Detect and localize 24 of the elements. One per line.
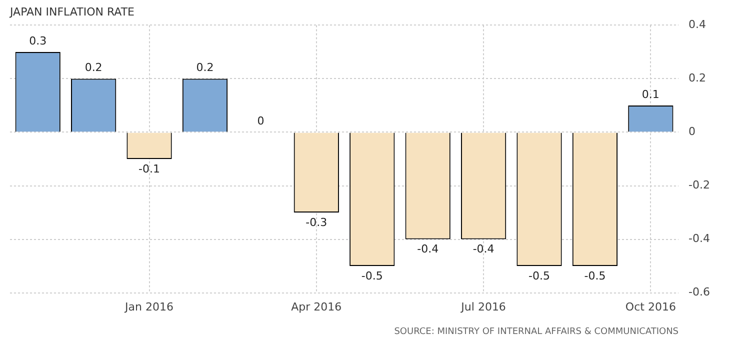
chart-title: JAPAN INFLATION RATE (9, 5, 135, 18)
data-label: -0.5 (584, 269, 606, 282)
data-label: -0.4 (417, 242, 439, 256)
y-tick-label: -0.4 (688, 232, 710, 246)
data-label: -0.1 (138, 162, 160, 176)
data-label: 0.2 (196, 61, 214, 74)
x-tick-label: Oct 2016 (625, 300, 676, 314)
data-label: -0.4 (472, 242, 494, 256)
data-label: -0.5 (361, 269, 383, 282)
data-label: 0.2 (84, 61, 102, 74)
x-tick-label: Apr 2016 (291, 300, 342, 314)
y-tick-label: -0.2 (688, 178, 710, 192)
data-label: 0 (257, 114, 264, 128)
x-tick-label: Jul 2016 (460, 300, 506, 314)
data-label: 0.1 (642, 88, 660, 101)
y-tick-label: 0.2 (688, 72, 706, 85)
source-note: SOURCE: MINISTRY OF INTERNAL AFFAIRS & COMMUNICATIONS (394, 326, 679, 337)
x-tick-label: Jan 2016 (124, 300, 174, 314)
y-tick-label: -0.6 (688, 286, 710, 299)
y-tick-label: 0.4 (688, 18, 706, 32)
data-label: -0.3 (306, 216, 328, 229)
y-tick-label: 0 (688, 125, 696, 138)
data-label: -0.5 (528, 269, 550, 282)
data-label: 0.3 (29, 34, 47, 48)
